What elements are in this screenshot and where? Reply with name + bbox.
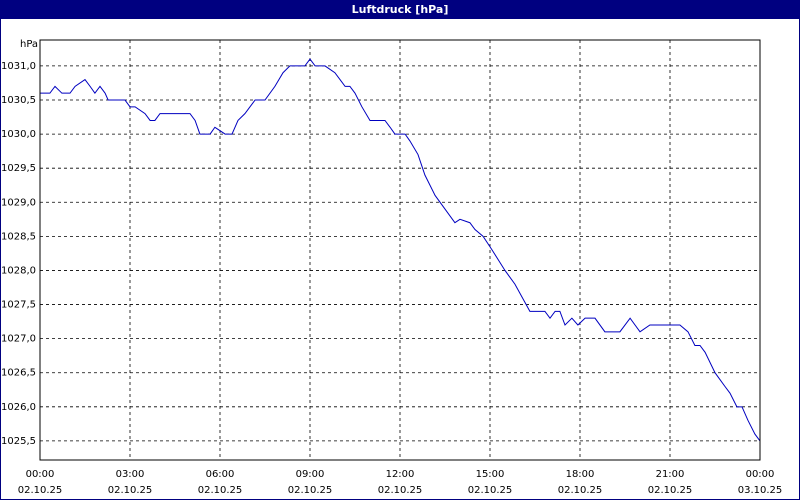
y-tick-label: 1026,0 [1, 402, 36, 413]
y-axis-label: hPa [20, 39, 38, 50]
x-tick-label: 02.10.25 [108, 485, 153, 496]
x-tick-label: 06:00 [206, 469, 235, 480]
x-tick-label: 15:00 [476, 469, 505, 480]
y-tick-label: 1028,0 [1, 265, 36, 276]
x-tick-label: 00:00 [746, 469, 775, 480]
x-tick-label: 02.10.25 [198, 485, 243, 496]
plot-border [39, 39, 761, 461]
y-tick-label: 1031,0 [1, 61, 36, 72]
title-bar [0, 0, 800, 19]
y-tick-label: 1025,5 [1, 436, 36, 447]
x-tick-label: 09:00 [296, 469, 325, 480]
x-tick-label: 02.10.25 [378, 485, 423, 496]
x-tick-label: 03.10.25 [738, 485, 783, 496]
y-tick-label: 1028,5 [1, 231, 36, 242]
x-tick-label: 02.10.25 [558, 485, 603, 496]
x-tick-label: 03:00 [116, 469, 145, 480]
y-tick-label: 1030,0 [1, 129, 36, 140]
y-tick-label: 1027,5 [1, 300, 36, 311]
data-line [40, 58, 761, 442]
x-tick-label: 12:00 [386, 469, 415, 480]
x-tick-label: 02.10.25 [468, 485, 513, 496]
y-tick-label: 1029,0 [1, 197, 36, 208]
x-tick-label: 00:00 [26, 469, 55, 480]
x-tick-label: 21:00 [656, 469, 685, 480]
x-tick-label: 02.10.25 [18, 485, 63, 496]
chart-title: Luftdruck [hPa] [352, 3, 449, 16]
x-tick-label: 02.10.25 [288, 485, 333, 496]
x-tick-label: 02.10.25 [648, 485, 693, 496]
y-tick-label: 1029,5 [1, 163, 36, 174]
y-tick-label: 1026,5 [1, 368, 36, 379]
x-tick-label: 18:00 [566, 469, 595, 480]
y-tick-label: 1027,0 [1, 334, 36, 345]
y-tick-label: 1030,5 [1, 95, 36, 106]
